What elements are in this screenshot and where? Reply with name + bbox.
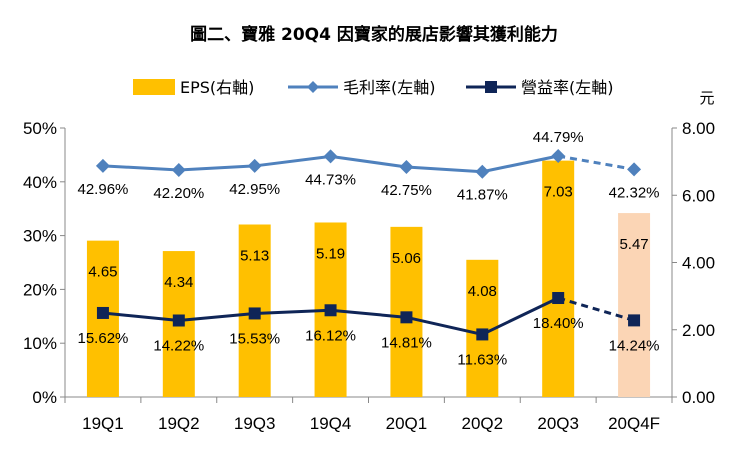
- x-tick-label: 20Q3: [537, 414, 579, 433]
- operating-margin-point: [628, 314, 641, 327]
- eps-data-label: 4.08: [468, 283, 497, 300]
- left-tick-label: 30%: [23, 227, 57, 246]
- eps-data-label: 7.03: [544, 184, 573, 201]
- legend-marker-gross-margin: [307, 81, 319, 93]
- gross-margin-forecast-line: [557, 154, 635, 171]
- operating-margin-point: [400, 311, 413, 324]
- gross-margin-data-label: 44.79%: [533, 129, 584, 146]
- legend-marker-operating-margin: [485, 81, 497, 93]
- left-tick-label: 50%: [23, 119, 57, 138]
- chart-title: 圖二、寶雅 20Q4 因寶家的展店影響其獲利能力: [190, 24, 558, 45]
- operating-margin-data-label: 14.81%: [381, 334, 432, 351]
- operating-margin-data-label: 11.63%: [457, 351, 507, 368]
- right-tick-label: 8.00: [682, 119, 715, 138]
- left-tick-label: 10%: [23, 334, 57, 353]
- gross-margin-data-label: 42.95%: [229, 181, 280, 198]
- operating-margin-data-label: 18.40%: [533, 315, 584, 332]
- eps-bar: [542, 160, 575, 397]
- gross-margin-data-label: 42.75%: [381, 182, 432, 199]
- eps-data-label: 5.47: [619, 236, 648, 253]
- operating-margin-forecast-line: [557, 296, 635, 322]
- legend-swatch-eps: [133, 79, 175, 95]
- gross-margin-data-label: 41.87%: [457, 187, 508, 204]
- eps-data-label: 5.19: [316, 245, 345, 262]
- gross-margin-point: [475, 164, 490, 179]
- eps-data-label: 4.65: [88, 264, 117, 281]
- x-tick-label: 19Q4: [310, 414, 352, 433]
- right-tick-label: 2.00: [682, 321, 715, 340]
- operating-margin-data-label: 14.22%: [153, 337, 204, 354]
- left-tick-label: 40%: [23, 173, 57, 192]
- legend-label-gross-margin: 毛利率(左軸): [343, 78, 436, 97]
- operating-margin-data-label: 15.53%: [229, 330, 280, 347]
- lines: [95, 149, 642, 341]
- axes: 0% 10% 20% 30% 40% 50% 0.00 2.00 4.00 6.00 8.00 19Q…: [23, 119, 715, 433]
- gross-margin-point: [247, 158, 262, 173]
- legend: EPS(右軸) 毛利率(左軸) 營益率(左軸): [133, 78, 614, 97]
- gross-margin-point: [95, 158, 110, 173]
- operating-margin-data-label: 16.12%: [305, 327, 356, 344]
- gross-margin-point: [171, 162, 186, 177]
- right-axis-unit: 元: [699, 89, 714, 107]
- eps-data-label: 4.34: [164, 274, 193, 291]
- operating-margin-data-label: 14.24%: [609, 337, 660, 354]
- eps-data-label: 5.13: [240, 248, 269, 265]
- legend-label-eps: EPS(右軸): [180, 78, 254, 97]
- x-tick-label: 20Q2: [462, 414, 504, 433]
- data-labels: 4.65 4.34 5.13 5.19 5.06 4.08 7.03 5.47 42.96% 42…: [78, 129, 660, 368]
- operating-margin-point: [248, 307, 261, 320]
- gross-margin-data-label: 42.20%: [153, 185, 204, 202]
- operating-margin-point: [552, 292, 565, 305]
- right-tick-label: 0.00: [682, 388, 715, 407]
- left-tick-label: 20%: [23, 280, 57, 299]
- x-tick-label: 19Q1: [82, 414, 124, 433]
- operating-margin-point: [172, 314, 185, 327]
- x-tick-label: 20Q4F: [608, 414, 660, 433]
- x-tick-label: 19Q3: [234, 414, 276, 433]
- operating-margin-point: [476, 328, 489, 341]
- gross-margin-point: [399, 160, 414, 175]
- right-tick-label: 4.00: [682, 254, 715, 273]
- operating-margin-point: [96, 306, 109, 319]
- x-tick-label: 20Q1: [386, 414, 428, 433]
- operating-margin-point: [324, 304, 337, 317]
- gross-margin-data-label: 44.73%: [305, 171, 356, 188]
- gross-margin-point: [323, 149, 338, 164]
- left-tick-label: 0%: [32, 388, 57, 407]
- gross-margin-data-label: 42.32%: [609, 184, 660, 201]
- operating-margin-data-label: 15.62%: [78, 330, 129, 347]
- right-tick-label: 6.00: [682, 186, 715, 205]
- gross-margin-point: [551, 149, 566, 164]
- x-tick-label: 19Q2: [158, 414, 200, 433]
- eps-data-label: 5.06: [392, 250, 421, 267]
- legend-label-operating-margin: 營益率(左軸): [521, 78, 614, 97]
- gross-margin-data-label: 42.96%: [78, 181, 129, 198]
- eps-bar: [618, 213, 651, 397]
- gross-margin-point: [627, 162, 642, 177]
